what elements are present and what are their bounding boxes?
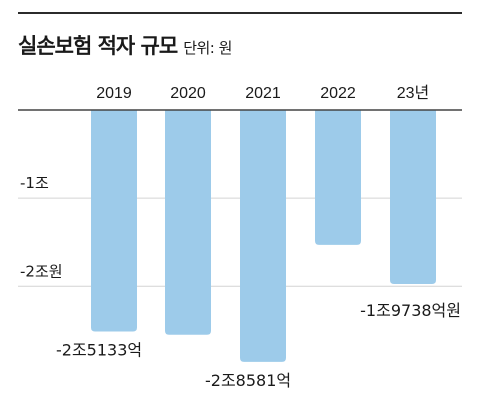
x-tick-label: 2021 [245, 85, 281, 102]
x-tick-label: 2022 [320, 85, 356, 102]
bar-2021 [240, 110, 286, 362]
x-tick-label: 2019 [96, 85, 132, 102]
data-label: -2조5133억 [56, 341, 142, 360]
chart-title: 실손보험 적자 규모 [18, 34, 178, 58]
x-tick-label: 23년 [397, 84, 430, 102]
chart-header: 실손보험 적자 규모 단위: 원 [18, 30, 232, 60]
bar-2020 [165, 110, 211, 335]
bar-2019 [91, 110, 137, 332]
bar-23년 [390, 110, 436, 284]
x-tick-label: 2020 [170, 85, 206, 102]
header-top-rule [18, 12, 462, 14]
chart-unit-label: 단위: 원 [183, 39, 232, 57]
bar-2022 [315, 110, 361, 245]
y-tick-label: -1조 [20, 174, 49, 192]
y-tick-label: -2조원 [20, 262, 63, 280]
data-label: -2조8581억 [205, 371, 291, 390]
data-label: -1조9738억원 [360, 301, 461, 320]
